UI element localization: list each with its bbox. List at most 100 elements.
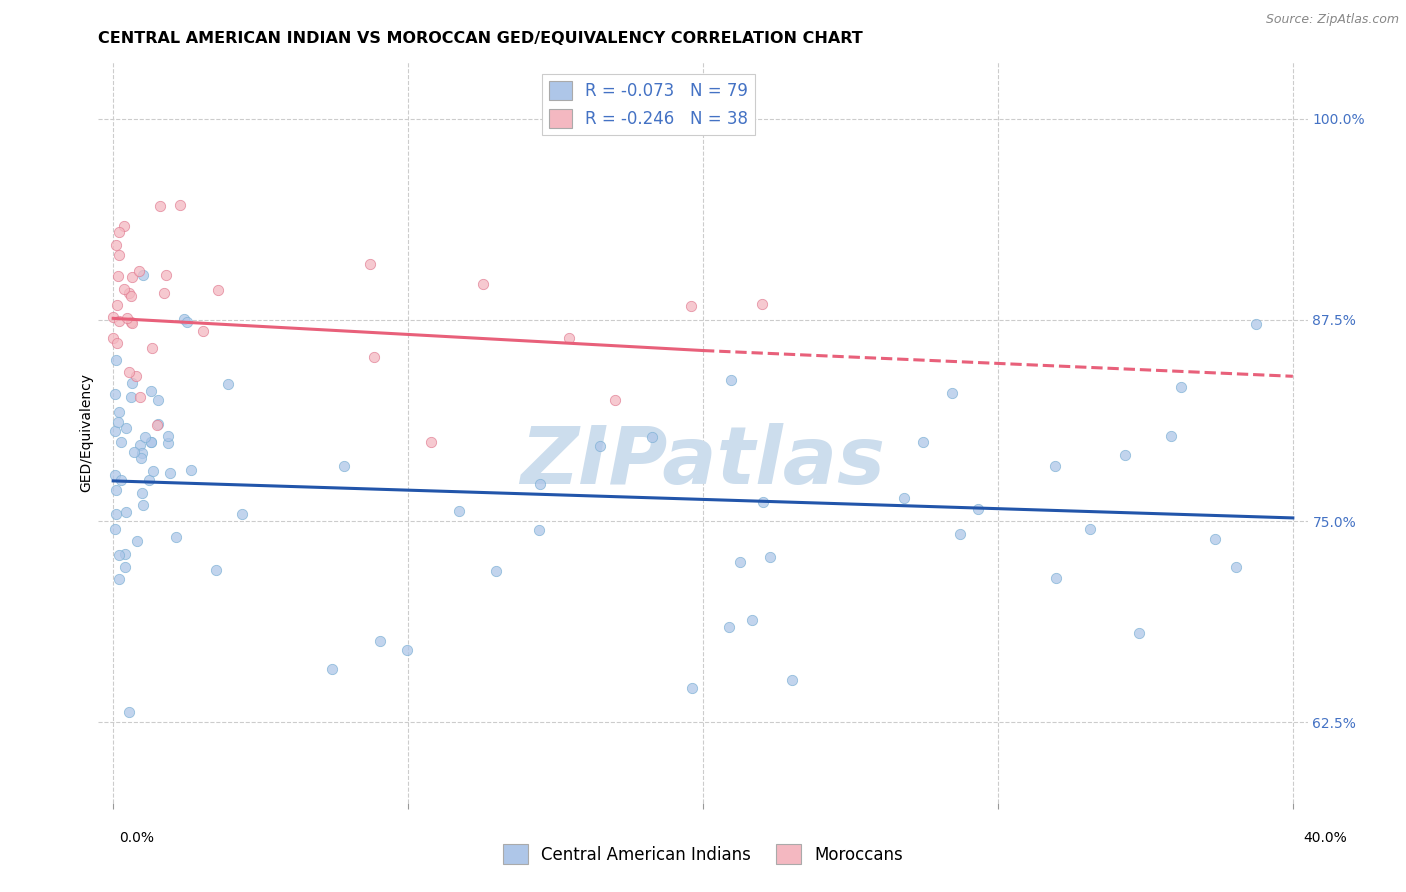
Point — [207, 283, 229, 297]
Text: 40.0%: 40.0% — [1303, 831, 1347, 846]
Point — [128, 390, 150, 404]
Point — [589, 439, 612, 453]
Point — [108, 248, 131, 262]
Point — [118, 705, 141, 719]
Text: CENTRAL AMERICAN INDIAN VS MOROCCAN GED/EQUIVALENCY CORRELATION CHART: CENTRAL AMERICAN INDIAN VS MOROCCAN GED/… — [98, 31, 863, 46]
Point — [893, 491, 915, 505]
Point — [1246, 317, 1268, 331]
Point — [121, 269, 143, 284]
Point — [121, 376, 143, 391]
Point — [107, 415, 129, 429]
Point — [156, 436, 179, 450]
Point — [941, 385, 963, 400]
Point — [121, 316, 143, 330]
Point — [129, 438, 152, 452]
Point — [104, 353, 127, 368]
Point — [420, 434, 443, 449]
Point — [132, 268, 155, 282]
Point — [118, 365, 141, 379]
Point — [1043, 458, 1066, 473]
Point — [103, 310, 125, 324]
Point — [155, 268, 177, 282]
Point — [145, 417, 167, 432]
Point — [118, 286, 141, 301]
Point — [1204, 532, 1226, 546]
Point — [110, 434, 132, 449]
Point — [117, 310, 139, 325]
Point — [321, 662, 343, 676]
Point — [396, 643, 419, 657]
Point — [108, 572, 131, 586]
Point — [141, 384, 163, 399]
Point — [108, 548, 131, 562]
Point — [146, 392, 169, 407]
Point — [112, 219, 135, 233]
Point — [205, 563, 228, 577]
Point — [605, 393, 627, 408]
Point — [105, 238, 128, 252]
Point — [912, 434, 935, 449]
Point — [142, 464, 165, 478]
Point — [146, 417, 169, 431]
Point — [107, 298, 129, 312]
Point — [112, 282, 135, 296]
Point — [159, 467, 181, 481]
Point — [1128, 626, 1150, 640]
Point — [125, 368, 148, 383]
Point — [120, 315, 142, 329]
Point — [1045, 571, 1067, 585]
Point — [134, 430, 156, 444]
Text: ZIPatlas: ZIPatlas — [520, 423, 886, 501]
Point — [132, 498, 155, 512]
Point — [728, 555, 751, 569]
Point — [217, 377, 239, 392]
Point — [104, 424, 127, 438]
Point — [751, 297, 773, 311]
Point — [131, 485, 153, 500]
Point — [681, 681, 703, 696]
Point — [485, 564, 508, 578]
Text: Source: ZipAtlas.com: Source: ZipAtlas.com — [1265, 13, 1399, 27]
Legend: Central American Indians, Moroccans: Central American Indians, Moroccans — [496, 838, 910, 871]
Point — [107, 405, 129, 419]
Point — [128, 263, 150, 277]
Text: 0.0%: 0.0% — [120, 831, 155, 846]
Point — [529, 477, 551, 491]
Point — [157, 429, 180, 443]
Point — [641, 430, 664, 444]
Point — [231, 508, 253, 522]
Point — [139, 435, 162, 450]
Point — [679, 299, 702, 313]
Point — [717, 620, 740, 634]
Point — [114, 505, 136, 519]
Point — [105, 483, 128, 498]
Point — [191, 324, 214, 338]
Point — [122, 445, 145, 459]
Point — [131, 445, 153, 459]
Point — [138, 473, 160, 487]
Point — [114, 560, 136, 574]
Point — [152, 286, 174, 301]
Point — [141, 341, 163, 355]
Point — [107, 269, 129, 284]
Y-axis label: GED/Equivalency: GED/Equivalency — [79, 373, 93, 492]
Point — [120, 288, 142, 302]
Point — [173, 311, 195, 326]
Point — [107, 225, 129, 239]
Point — [644, 112, 666, 126]
Point — [780, 673, 803, 688]
Point — [114, 548, 136, 562]
Point — [527, 524, 550, 538]
Point — [332, 458, 354, 473]
Point — [120, 391, 142, 405]
Point — [1114, 448, 1136, 462]
Point — [103, 331, 125, 345]
Point — [720, 373, 742, 387]
Point — [558, 331, 581, 345]
Point — [359, 257, 381, 271]
Point — [180, 463, 202, 477]
Point — [107, 314, 129, 328]
Point — [447, 504, 470, 518]
Point — [368, 633, 391, 648]
Point — [149, 199, 172, 213]
